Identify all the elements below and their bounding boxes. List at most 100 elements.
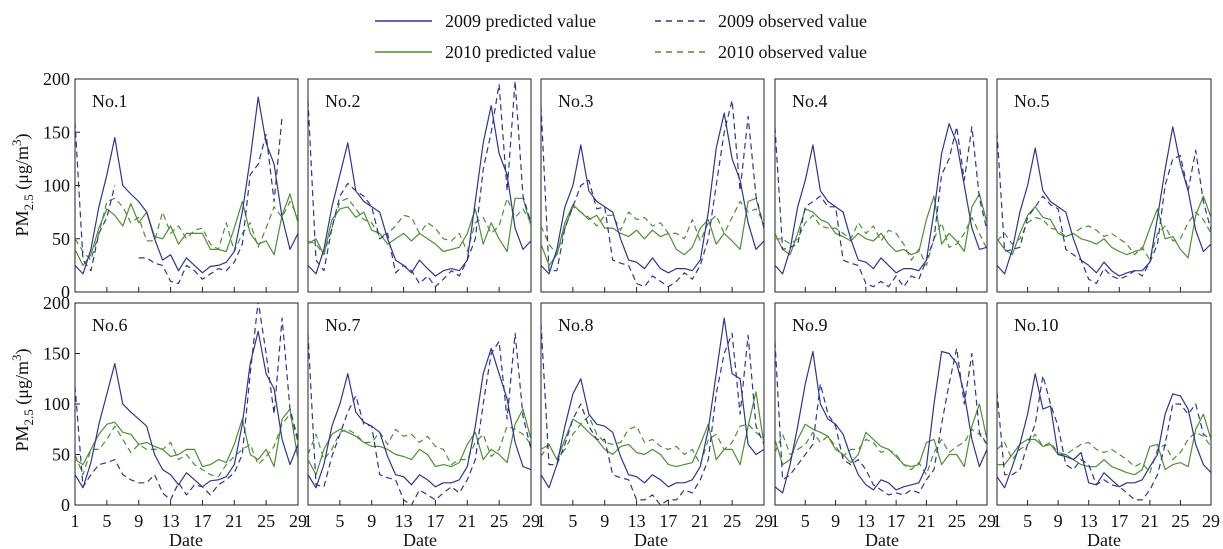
chart-panel: No.10 1 5 9 13 17 21 25 29 xyxy=(993,302,1220,531)
series-line-o2009 xyxy=(308,332,531,505)
x-tick-label: 21 xyxy=(917,511,935,531)
x-tick-label: 25 xyxy=(723,511,741,531)
x-tick-label: 25 xyxy=(948,511,966,531)
x-tick-label: 29 xyxy=(522,511,540,531)
x-tick-label: 25 xyxy=(1171,511,1189,531)
panel-frame xyxy=(996,302,1212,506)
panel-frame xyxy=(996,78,1212,293)
x-tick-label: 17 xyxy=(887,511,905,531)
x-tick-label: 29 xyxy=(755,511,773,531)
series-line-o2010 xyxy=(308,197,531,256)
chart-panel: No.2 xyxy=(307,78,532,293)
x-tick-label: 13 xyxy=(628,511,646,531)
chart-panel: No.9 1 5 9 13 17 21 25 29 xyxy=(771,302,996,531)
x-tick-label: 5 xyxy=(335,511,344,531)
panel-label: No.3 xyxy=(558,91,594,111)
panel-label: No.9 xyxy=(792,315,828,335)
panel-frame xyxy=(774,78,988,293)
x-tick-label: 9 xyxy=(367,511,376,531)
series-line-o2009 xyxy=(75,116,283,285)
series-line-p2009 xyxy=(997,126,1211,277)
y-tick-label: 50 xyxy=(52,229,70,249)
panel-frame xyxy=(307,78,532,293)
x-tick-label: 1 xyxy=(993,511,1002,531)
x-tick-label: 1 xyxy=(537,511,546,531)
y-tick-label: 150 xyxy=(43,344,70,364)
panel-frame xyxy=(540,78,765,293)
x-tick-label: 5 xyxy=(1023,511,1032,531)
legend-entry: 2009 observed value xyxy=(655,11,867,31)
panel-label: No.7 xyxy=(325,315,361,335)
legend-entry: 2010 predicted value xyxy=(375,42,596,62)
y-axis-title: PM2.5 (μg/m3) xyxy=(9,134,36,237)
x-tick-label: 5 xyxy=(568,511,577,531)
x-tick-label: 21 xyxy=(225,511,243,531)
axes-labels: Date Date Date Date Date PM2.5 (μg/m3) PM2.5 (… xyxy=(9,134,1121,549)
legend-label: 2010 predicted value xyxy=(445,42,596,62)
series-line-p2010 xyxy=(775,193,987,256)
x-tick-label: 13 xyxy=(162,511,180,531)
panel-label: No.10 xyxy=(1014,315,1059,335)
series-line-p2009 xyxy=(308,105,531,277)
series-line-p2010 xyxy=(997,413,1211,476)
series-line-o2010 xyxy=(997,431,1211,474)
x-axis-title: Date xyxy=(403,530,437,549)
y-tick-label: 0 xyxy=(61,495,70,515)
x-axis-title: Date xyxy=(169,530,203,549)
x-tick-label: 9 xyxy=(600,511,609,531)
legend-label: 2009 observed value xyxy=(718,11,867,31)
chart-panel: No.6 1 5 9 13 17 21 25 29 0 50 100 150 200 xyxy=(43,293,307,531)
legend-label: 2009 predicted value xyxy=(445,11,596,31)
x-tick-label: 13 xyxy=(395,511,413,531)
legend-entry: 2009 predicted value xyxy=(375,11,596,31)
x-tick-label: 1 xyxy=(304,511,313,531)
y-tick-label: 100 xyxy=(43,176,70,196)
series-line-o2009 xyxy=(997,132,1211,285)
series-line-o2009 xyxy=(997,375,1211,501)
series-line-o2009 xyxy=(541,323,764,505)
chart-panel: No.8 1 5 9 13 17 21 25 29 xyxy=(537,302,773,531)
series-line-o2009 xyxy=(775,341,987,496)
x-tick-label: 13 xyxy=(1080,511,1098,531)
x-tick-label: 29 xyxy=(289,511,307,531)
panel-label: No.6 xyxy=(92,315,128,335)
y-tick-label: 150 xyxy=(43,122,70,142)
y-tick-label: 200 xyxy=(43,293,70,313)
x-tick-label: 21 xyxy=(458,511,476,531)
series-line-o2010 xyxy=(997,211,1211,261)
x-tick-label: 29 xyxy=(978,511,996,531)
x-tick-label: 5 xyxy=(102,511,111,531)
x-tick-label: 5 xyxy=(801,511,810,531)
series-line-p2010 xyxy=(308,408,531,476)
series-line-p2010 xyxy=(541,197,764,266)
y-tick-label: 0 xyxy=(61,282,70,302)
series-line-p2010 xyxy=(775,403,987,468)
panel-label: No.2 xyxy=(325,91,361,111)
series-line-p2009 xyxy=(997,373,1211,489)
x-tick-label: 21 xyxy=(691,511,709,531)
x-tick-label: 17 xyxy=(1110,511,1128,531)
chart-panel: No.1 0 50 100 150 200 xyxy=(43,69,299,302)
series-line-o2010 xyxy=(775,428,987,476)
x-tick-label: 29 xyxy=(1202,511,1220,531)
chart-panel: No.7 1 5 9 13 17 21 25 29 xyxy=(304,302,540,531)
series-line-p2009 xyxy=(541,112,764,275)
series-line-o2010 xyxy=(75,197,298,261)
y-tick-label: 100 xyxy=(43,394,70,414)
series-line-o2010 xyxy=(75,413,298,478)
x-tick-label: 1 xyxy=(71,511,80,531)
x-tick-label: 17 xyxy=(193,511,211,531)
x-tick-label: 17 xyxy=(426,511,444,531)
panel-label: No.8 xyxy=(558,315,594,335)
panel-label: No.5 xyxy=(1014,91,1050,111)
series-line-p2009 xyxy=(308,347,531,489)
panel-frame xyxy=(540,302,765,506)
y-axis-title: PM2.5 (μg/m3) xyxy=(9,349,36,452)
series-line-p2009 xyxy=(75,330,298,489)
x-tick-label: 9 xyxy=(831,511,840,531)
x-tick-label: 17 xyxy=(659,511,677,531)
series-line-p2010 xyxy=(75,193,298,266)
panel-label: No.1 xyxy=(92,91,128,111)
series-line-p2010 xyxy=(541,391,764,468)
legend-label: 2010 observed value xyxy=(718,42,867,62)
